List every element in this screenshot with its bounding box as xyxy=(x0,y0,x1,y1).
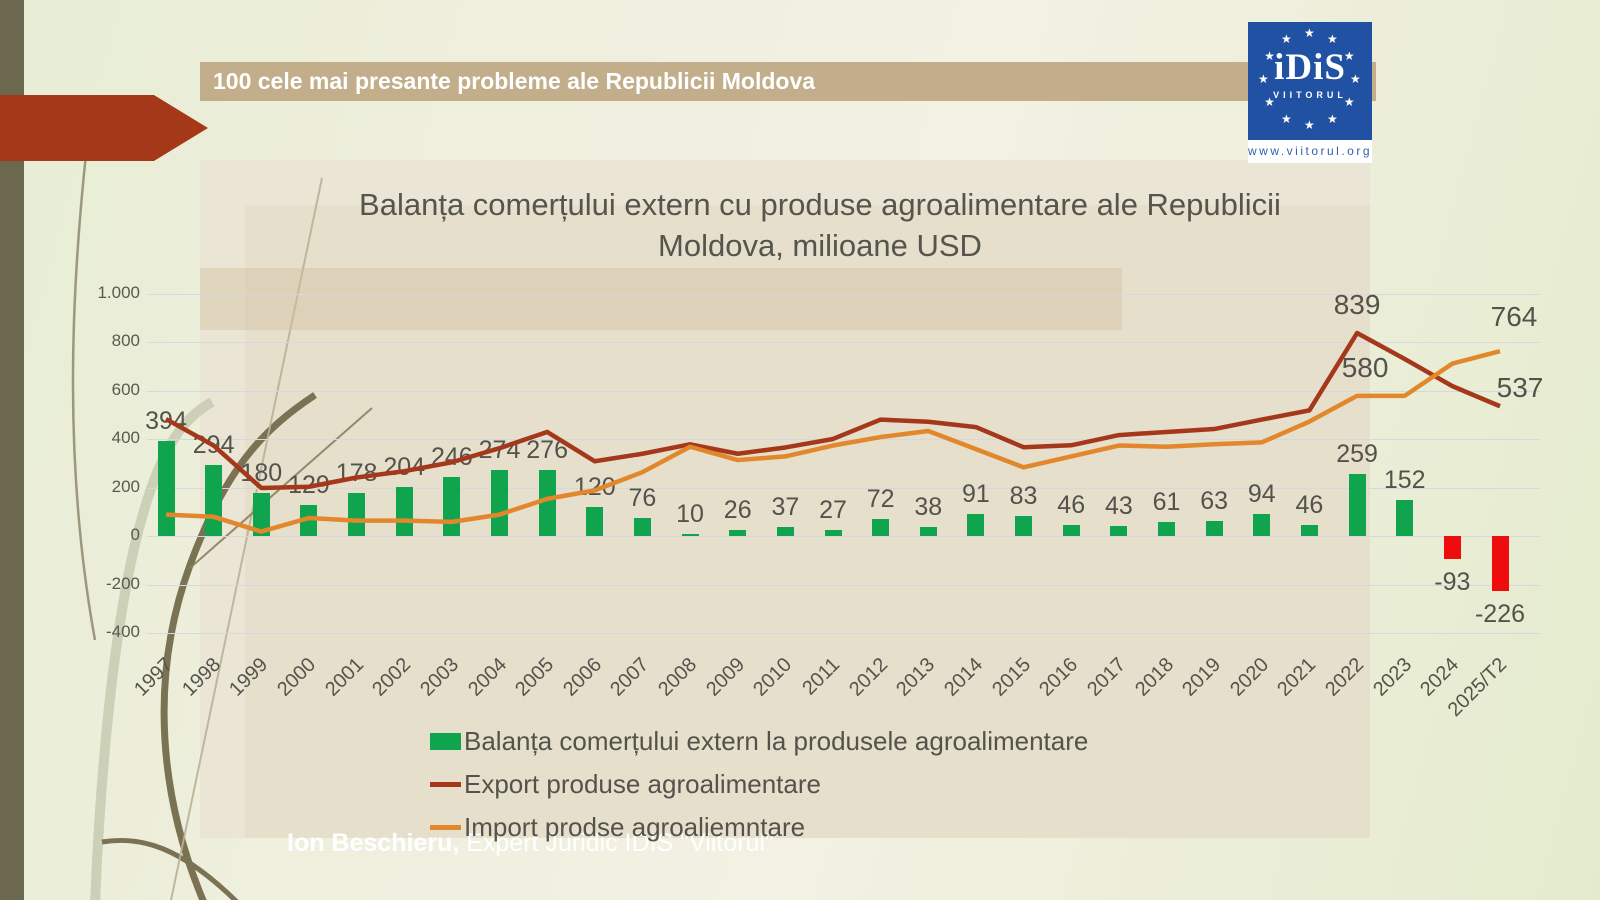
legend-label-export: Export produse agroalimentare xyxy=(464,768,821,799)
gridline xyxy=(147,342,1540,344)
legend-item-import: Import prodse agroaliemntare xyxy=(430,812,1088,842)
bar-2000 xyxy=(300,505,318,537)
star-icon: ★ xyxy=(1264,95,1275,109)
bar-2001 xyxy=(348,493,366,537)
star-icon: ★ xyxy=(1281,111,1292,126)
line-value-label: 537 xyxy=(1496,372,1544,404)
idis-logo-box: ★ ★ ★ ★ ★ ★ ★ ★ ★ ★ ★ ★ iDiS VIITORUL xyxy=(1248,22,1372,140)
line-value-label: 580 xyxy=(1341,351,1389,383)
gridline xyxy=(147,584,1540,586)
bar-value-label: -226 xyxy=(1474,600,1526,629)
bar-2013 xyxy=(919,527,937,537)
top-tan-band xyxy=(200,268,1122,330)
star-icon: ★ xyxy=(1264,49,1275,63)
line-value-label: 764 xyxy=(1490,301,1538,333)
footer-role: Expert Juridic IDIS "Viitorul" xyxy=(459,829,774,857)
star-icon: ★ xyxy=(1343,95,1355,109)
bar-2010 xyxy=(776,527,794,537)
bar-2004 xyxy=(491,470,508,537)
legend-swatch-balance-icon xyxy=(430,732,461,750)
gridline xyxy=(147,294,1540,295)
star-icon: ★ xyxy=(1304,118,1315,132)
bar-2025/T2 xyxy=(1491,536,1509,592)
bar-value-label: 152 xyxy=(1383,465,1426,494)
bar-value-label: 46 xyxy=(1295,491,1324,520)
legend-item-export: Export produse agroalimentare xyxy=(430,769,1088,799)
y-axis-label: 600 xyxy=(111,379,140,399)
legend-swatch-export-icon xyxy=(430,781,461,787)
chart-title: Balanța comerțului extern cu produse agr… xyxy=(220,184,1420,266)
chart-title-line2: Moldova, milioane USD xyxy=(658,228,982,263)
gridline xyxy=(147,390,1540,392)
bar-2021 xyxy=(1300,525,1318,537)
gridline xyxy=(147,633,1540,635)
y-axis-label: 1.000 xyxy=(97,283,140,302)
chart-legend: Balanța comerțului extern la produsele a… xyxy=(430,726,1088,855)
bar-value-label: -93 xyxy=(1434,567,1471,596)
bar-2016 xyxy=(1062,525,1080,537)
legend-label-import: Import prodse agroaliemntare xyxy=(464,811,806,842)
idis-logo: ★ ★ ★ ★ ★ ★ ★ ★ ★ ★ ★ ★ iDiS VIITORUL www.viitorul.… xyxy=(1248,22,1372,163)
gridline xyxy=(147,536,1540,538)
bar-2023 xyxy=(1396,499,1414,537)
y-axis-label: -200 xyxy=(105,573,140,593)
bar-value-label: 259 xyxy=(1336,439,1378,468)
bar-2019 xyxy=(1205,521,1223,537)
star-icon: ★ xyxy=(1327,111,1338,126)
bar-2009 xyxy=(729,530,747,537)
logo-url-text: www.viitorul.org xyxy=(1248,140,1372,163)
legend-item-balance: Balanța comerțului extern la produsele a… xyxy=(430,726,1088,756)
star-icon: ★ xyxy=(1258,72,1269,86)
y-axis-label: -400 xyxy=(105,622,140,642)
chart-title-line1: Balanța comerțului extern cu produse agr… xyxy=(359,187,1281,222)
y-axis-label: 200 xyxy=(111,476,140,496)
header-title: 100 cele mai presante probleme ale Repub… xyxy=(213,68,816,94)
logo-org-text: iDiS xyxy=(1274,47,1346,88)
star-icon: ★ xyxy=(1343,49,1355,63)
logo-suborg-text: VIITORUL xyxy=(1273,90,1347,100)
bar-2014 xyxy=(967,514,985,537)
star-icon: ★ xyxy=(1281,32,1292,47)
bar-2024 xyxy=(1443,536,1461,559)
bar-2002 xyxy=(395,486,413,537)
bar-2017 xyxy=(1110,526,1128,537)
star-icon: ★ xyxy=(1304,26,1315,40)
line-value-label: 839 xyxy=(1333,289,1381,321)
y-axis-label: 0 xyxy=(130,525,140,545)
bar-2003 xyxy=(443,476,461,537)
bar-2008 xyxy=(681,534,699,537)
bar-value-label: 276 xyxy=(526,435,568,464)
star-icon: ★ xyxy=(1327,32,1338,47)
header-band: 100 cele mai presante probleme ale Repub… xyxy=(200,62,1376,101)
bar-2011 xyxy=(824,529,842,537)
y-axis-label: 800 xyxy=(111,331,140,351)
bar-value-label: 294 xyxy=(192,431,235,460)
legend-label-balance: Balanța comerțului extern la produsele a… xyxy=(464,725,1089,756)
star-icon: ★ xyxy=(1350,72,1361,86)
legend-swatch-import-icon xyxy=(430,824,461,830)
bar-2018 xyxy=(1158,521,1175,537)
